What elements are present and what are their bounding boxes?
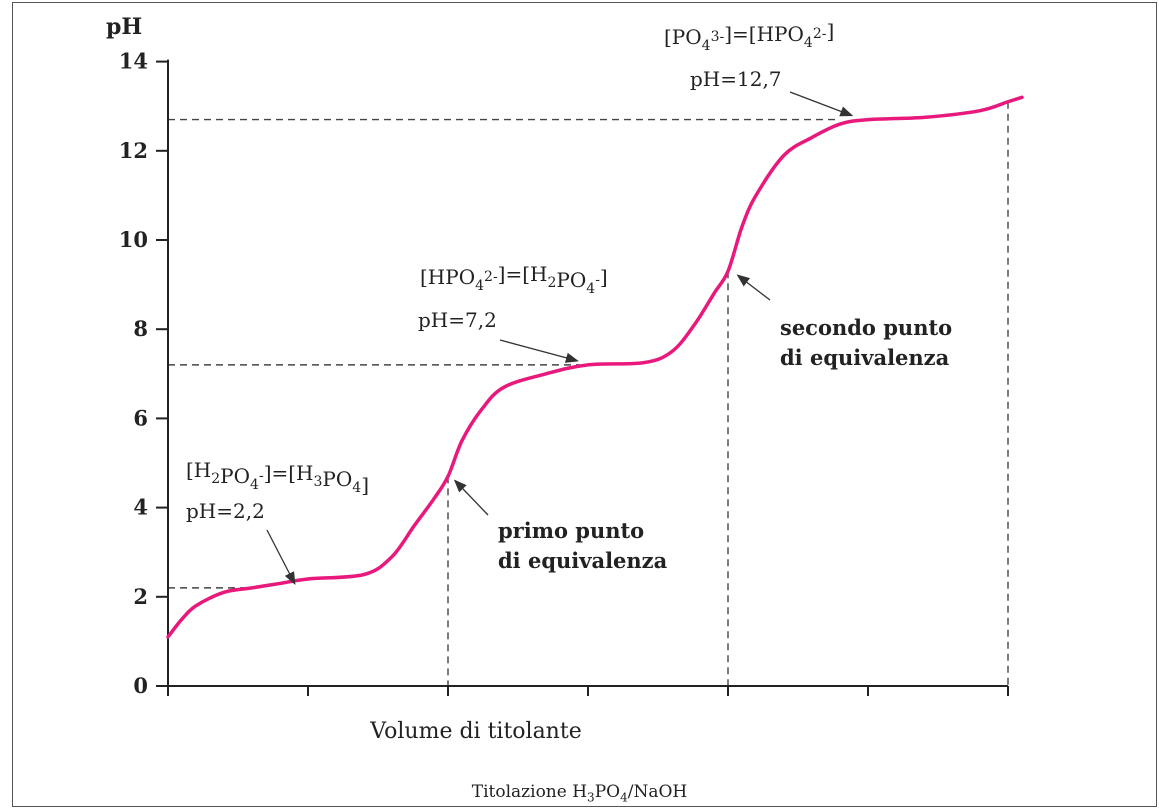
annotation-buffer3: [PO43-]=[HPO42-]pH=12,7 xyxy=(664,19,854,117)
formula-part: ] xyxy=(826,19,834,43)
titration-curve xyxy=(166,95,1024,639)
annotation-value: pH=12,7 xyxy=(690,67,782,91)
formula-part: 2 xyxy=(211,471,220,487)
formula-part: 3- xyxy=(711,29,725,45)
formula-part: ] xyxy=(600,265,608,289)
figure-caption: Titolazione H3PO4/NaOH xyxy=(0,782,1159,805)
formula-part: 4 xyxy=(352,480,361,496)
figure-frame xyxy=(12,2,1157,807)
formula-part: 4 xyxy=(804,35,813,51)
annotation-formula: [PO43-]=[HPO42-] xyxy=(664,19,834,54)
y-axis-label: pH xyxy=(106,14,142,40)
y-tick-label: 0 xyxy=(133,673,148,698)
x-axis-label: Volume di titolante xyxy=(369,719,581,744)
y-tick-label: 2 xyxy=(133,584,148,609)
reference-lines xyxy=(168,118,840,589)
y-tick-label: 4 xyxy=(133,495,148,520)
formula-part: 4 xyxy=(250,477,259,493)
formula-part: 4 xyxy=(702,38,711,54)
y-tick-label: 6 xyxy=(133,405,148,430)
formula-part: PO xyxy=(220,464,250,488)
formula-part: [H xyxy=(186,458,211,482)
y-tick-label: 12 xyxy=(119,138,148,163)
equivalence-arrow xyxy=(453,479,489,516)
formula-part: ]=[HPO xyxy=(724,22,804,46)
y-tick-label: 14 xyxy=(119,49,148,74)
annotation-arrow xyxy=(789,91,854,117)
annotation-value: pH=2,2 xyxy=(186,499,265,523)
formula-part: ]=[H xyxy=(264,461,314,485)
y-tick-label: 10 xyxy=(119,227,148,252)
formula-part: ]=[H xyxy=(498,262,548,286)
formula-part: PO xyxy=(322,467,352,491)
formula-part: 4 xyxy=(586,281,595,297)
formula-part: 3 xyxy=(314,474,323,490)
annotation-arrow xyxy=(266,529,296,586)
formula-part: ] xyxy=(361,473,369,497)
caption-part: 4 xyxy=(620,790,628,805)
caption-part: PO xyxy=(594,782,621,802)
caption-part: 3 xyxy=(587,790,595,805)
formula-part: [PO xyxy=(664,25,702,49)
equivalence-label-2: secondo punto di equivalenza xyxy=(736,274,952,370)
equivalence-label-1: primo punto di equivalenza xyxy=(453,479,668,573)
formula-part: [HPO xyxy=(420,265,475,289)
annotation-buffer1: [H2PO4-]=[H3PO4]pH=2,2 xyxy=(186,458,369,586)
formula-part: - xyxy=(595,272,600,288)
axes: 0 2 4 6 8 10 12 14 pH Volume di titolante xyxy=(106,14,1009,744)
formula-part: 2- xyxy=(813,26,827,42)
annotation-formula: [H2PO4-]=[H3PO4] xyxy=(186,458,369,497)
annotation-arrow xyxy=(499,339,579,363)
curve-layer xyxy=(166,95,1024,639)
y-tick-label: 8 xyxy=(133,316,148,341)
formula-part: PO xyxy=(556,268,586,292)
equivalence-label-line: primo punto xyxy=(498,518,644,543)
caption-part: Titolazione H xyxy=(471,782,588,802)
equivalence-arrow xyxy=(736,274,771,301)
formula-part: 2 xyxy=(547,275,556,291)
formula-part: 4 xyxy=(475,278,484,294)
equivalence-label-line: secondo punto xyxy=(780,315,952,340)
equivalence-label-line: di equivalenza xyxy=(498,548,668,573)
annotation-buffer2: [HPO42-]=[H2PO4-]pH=7,2 xyxy=(418,262,608,363)
formula-part: 2- xyxy=(484,269,498,285)
equivalence-lines xyxy=(447,101,1009,686)
annotation-layer: [H2PO4-]=[H3PO4]pH=2,2[HPO42-]=[H2PO4-]p… xyxy=(186,19,952,586)
equivalence-label-line: di equivalenza xyxy=(780,345,950,370)
annotation-value: pH=7,2 xyxy=(418,308,497,332)
annotation-formula: [HPO42-]=[H2PO4-] xyxy=(420,262,608,297)
formula-part: - xyxy=(259,468,264,484)
caption-part: /NaOH xyxy=(627,782,688,802)
